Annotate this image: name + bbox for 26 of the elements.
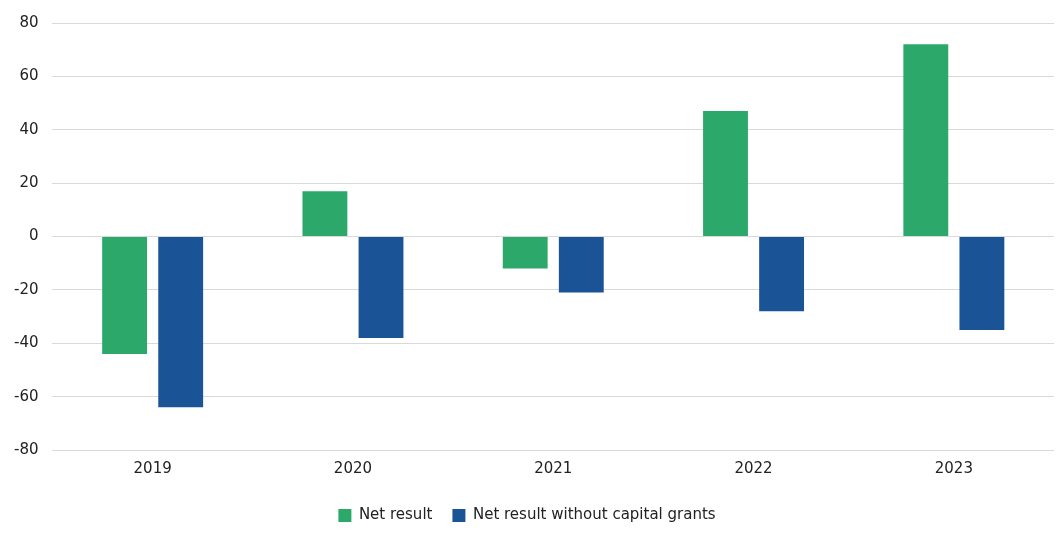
x-tick-label: 2022 bbox=[734, 458, 773, 477]
legend-label: Net result without capital grants bbox=[472, 505, 716, 524]
bar bbox=[959, 237, 1005, 330]
legend-label: Net result bbox=[358, 505, 433, 524]
bar bbox=[102, 237, 148, 354]
y-tick-label: 20 bbox=[19, 173, 39, 192]
x-tick-label: 2020 bbox=[333, 458, 373, 477]
y-tick-label: 0 bbox=[28, 226, 39, 245]
bar bbox=[158, 237, 204, 408]
x-tick-label: 2021 bbox=[534, 458, 573, 477]
bar bbox=[558, 237, 604, 293]
y-tick-label: 60 bbox=[19, 66, 39, 85]
y-tick-label: -60 bbox=[14, 386, 39, 405]
y-tick-label: -80 bbox=[14, 439, 39, 458]
bar bbox=[358, 237, 404, 338]
y-tick-label: -40 bbox=[14, 333, 39, 352]
y-tick-label: 40 bbox=[19, 119, 39, 138]
x-tick-label: 2019 bbox=[133, 458, 172, 477]
bar bbox=[302, 191, 348, 236]
bar bbox=[703, 111, 748, 236]
bar bbox=[502, 237, 548, 269]
bar bbox=[759, 237, 805, 312]
y-tick-label: 80 bbox=[19, 12, 39, 31]
x-tick-label: 2023 bbox=[934, 458, 973, 477]
y-tick-label: -20 bbox=[14, 279, 39, 298]
bar bbox=[903, 44, 949, 236]
